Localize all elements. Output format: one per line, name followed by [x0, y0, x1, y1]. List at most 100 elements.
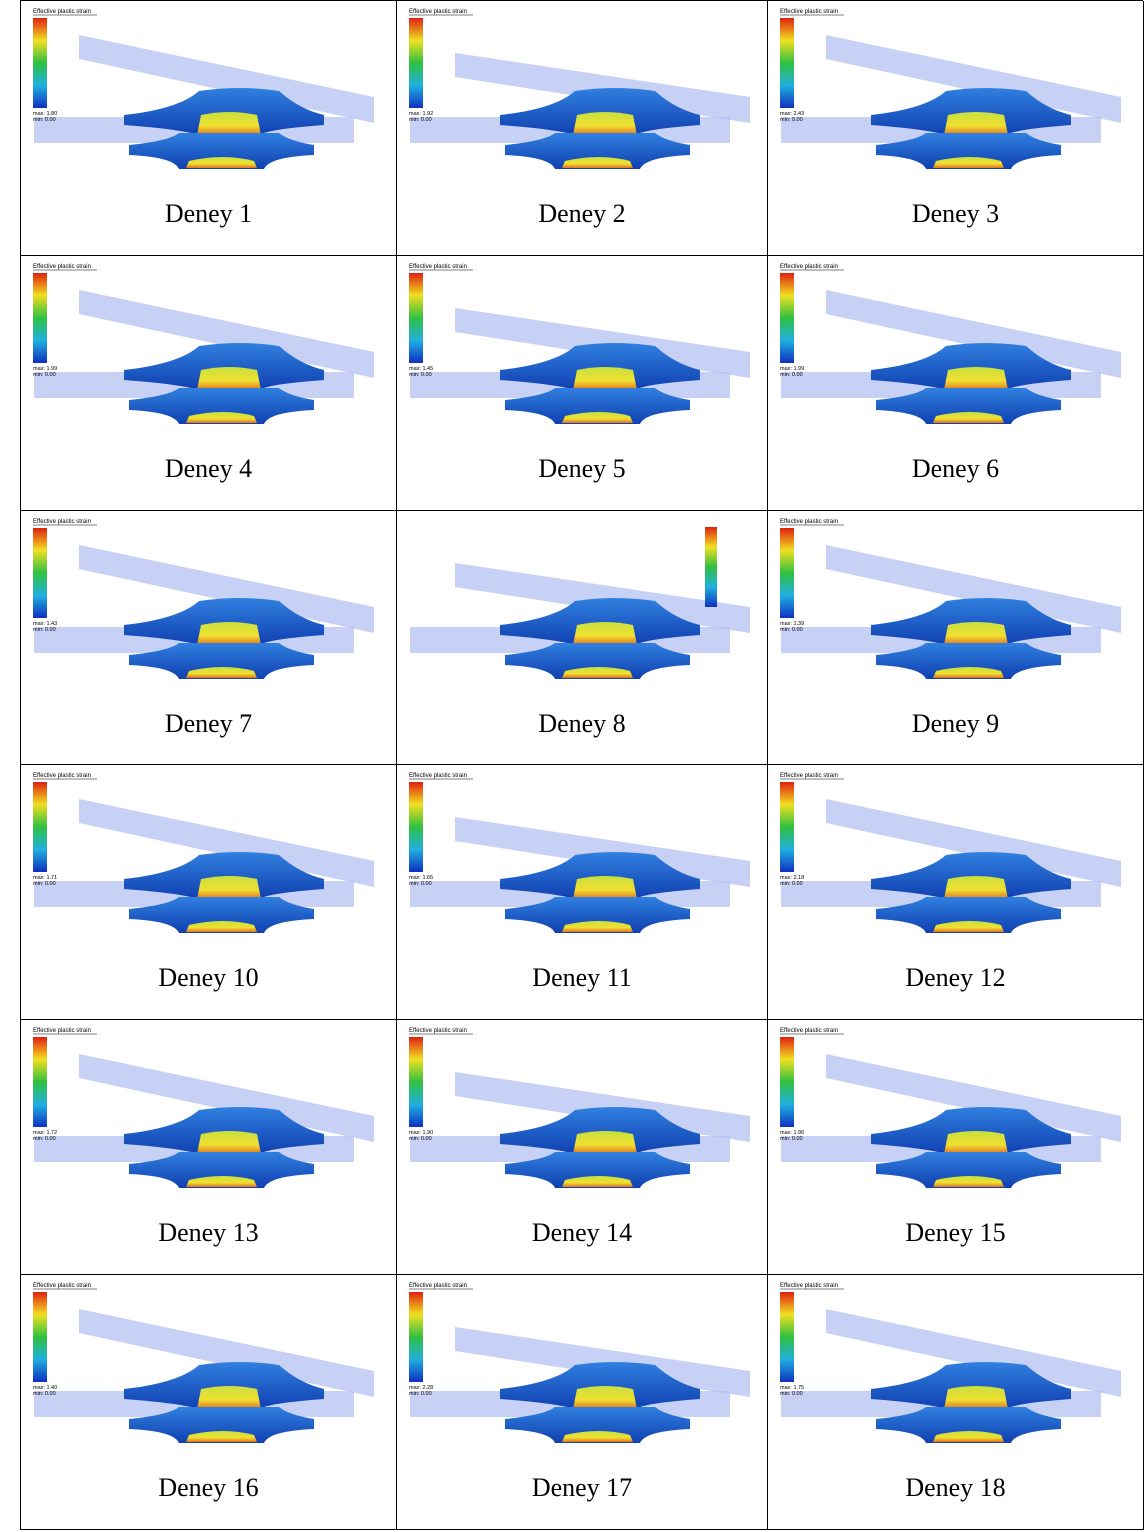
upper-core — [573, 621, 637, 645]
legend-min: min: 0.00 — [780, 117, 803, 123]
lower-core — [562, 1176, 633, 1188]
upper-flange — [124, 597, 324, 645]
caption: Deney 7 — [164, 708, 253, 738]
legend-min: min: 0.00 — [780, 1391, 803, 1397]
upper-plate — [79, 289, 374, 378]
legend-max: max: 2.18 — [780, 875, 804, 881]
table-cell: Effective plastic strain max: 1.40 min: 0.… — [21, 1275, 397, 1530]
upper-core — [573, 112, 637, 135]
table-cell: Effective plastic strain max: 2.28 min: 0.… — [397, 1275, 768, 1530]
upper-plate — [455, 307, 750, 378]
upper-plate — [826, 1309, 1121, 1398]
upper-plate — [79, 799, 374, 888]
caption: Deney 12 — [905, 963, 1006, 993]
legend-title: Effective plastic strain — [409, 1028, 467, 1034]
lower-flange — [129, 1407, 314, 1444]
lower-flange — [505, 387, 690, 424]
upper-plate — [79, 35, 374, 123]
color-bar — [780, 272, 794, 363]
color-bar — [780, 1292, 794, 1383]
legend-min: min: 0.00 — [409, 372, 432, 378]
color-bar — [33, 1037, 47, 1128]
upper-flange — [500, 342, 700, 390]
legend-min: min: 0.00 — [33, 372, 56, 378]
upper-core — [197, 366, 261, 390]
lower-flange — [129, 1152, 314, 1189]
color-bar — [409, 18, 423, 108]
legend-title: Effective plastic strain — [33, 1283, 91, 1289]
legend-max: max: 1.40 — [33, 1385, 57, 1391]
lower-flange — [129, 133, 314, 169]
upper-flange — [871, 852, 1071, 900]
caption: Deney 14 — [531, 1218, 633, 1248]
caption: Deney 6 — [911, 453, 1000, 483]
lower-flange — [876, 133, 1061, 169]
upper-flange — [500, 1107, 700, 1155]
legend-min: min: 0.00 — [409, 117, 432, 123]
lower-flange — [876, 897, 1061, 934]
lower-core — [186, 411, 257, 423]
table-cell: Effective plastic strain max: 1.45 min: 0.… — [397, 255, 768, 511]
legend-max: max: 1.90 — [409, 1130, 433, 1136]
upper-flange — [500, 88, 700, 135]
lower-flange — [876, 1407, 1061, 1444]
table-cell: Effective plastic strain max: 1.71 min: 0.… — [21, 765, 397, 1021]
caption: Deney 16 — [158, 1473, 259, 1503]
legend-min: min: 0.00 — [33, 117, 56, 123]
table-cell: Effective plastic strain max: 1.75 min: 0.… — [768, 1275, 1144, 1530]
upper-core — [573, 366, 637, 390]
legend-title: Effective plastic strain — [33, 264, 91, 270]
caption: Deney 9 — [911, 708, 1000, 738]
lower-core — [933, 157, 1004, 168]
lower-flange — [505, 642, 690, 679]
color-bar — [780, 1037, 794, 1128]
legend-title: Effective plastic strain — [33, 9, 91, 15]
upper-plate — [79, 1309, 374, 1398]
table-cell: Deney 8 — [397, 510, 768, 766]
color-bar — [409, 1037, 423, 1128]
upper-flange — [871, 1107, 1071, 1155]
upper-flange — [871, 88, 1071, 135]
legend-max: max: 1.43 — [33, 621, 57, 627]
table-cell: Effective plastic strain max: 1.92 min: 0.… — [397, 1, 768, 256]
lower-flange — [505, 133, 690, 169]
upper-core — [197, 621, 261, 645]
lower-core — [186, 1176, 257, 1188]
upper-core — [944, 112, 1008, 135]
upper-core — [944, 876, 1008, 900]
caption: Deney 4 — [164, 453, 253, 483]
legend-max: max: 2.43 — [780, 111, 804, 117]
caption: Deney 1 — [164, 199, 253, 228]
color-bar — [33, 1292, 47, 1383]
caption: Deney 15 — [905, 1218, 1006, 1248]
lower-flange — [505, 897, 690, 934]
legend-max: max: 1.99 — [780, 366, 804, 372]
color-bar — [780, 18, 794, 108]
legend-min: min: 0.00 — [780, 881, 803, 887]
caption: Deney 3 — [911, 199, 1000, 228]
upper-core — [573, 876, 637, 900]
legend-title: Effective plastic strain — [409, 264, 467, 270]
legend-max: max: 1.80 — [33, 111, 57, 117]
lower-flange — [876, 387, 1061, 424]
upper-flange — [124, 852, 324, 900]
caption: Deney 5 — [538, 453, 626, 483]
lower-core — [186, 921, 257, 933]
legend-max: max: 1.65 — [409, 875, 433, 881]
legend-min: min: 0.00 — [33, 881, 56, 887]
table-cell: Effective plastic strain max: 2.18 min: 0.… — [768, 765, 1144, 1021]
upper-flange — [871, 597, 1071, 645]
legend-title: Effective plastic strain — [33, 519, 91, 525]
lower-flange — [129, 387, 314, 424]
legend-title: Effective plastic strain — [780, 9, 838, 15]
color-bar — [33, 18, 47, 108]
legend-max: max: 1.39 — [780, 621, 804, 627]
